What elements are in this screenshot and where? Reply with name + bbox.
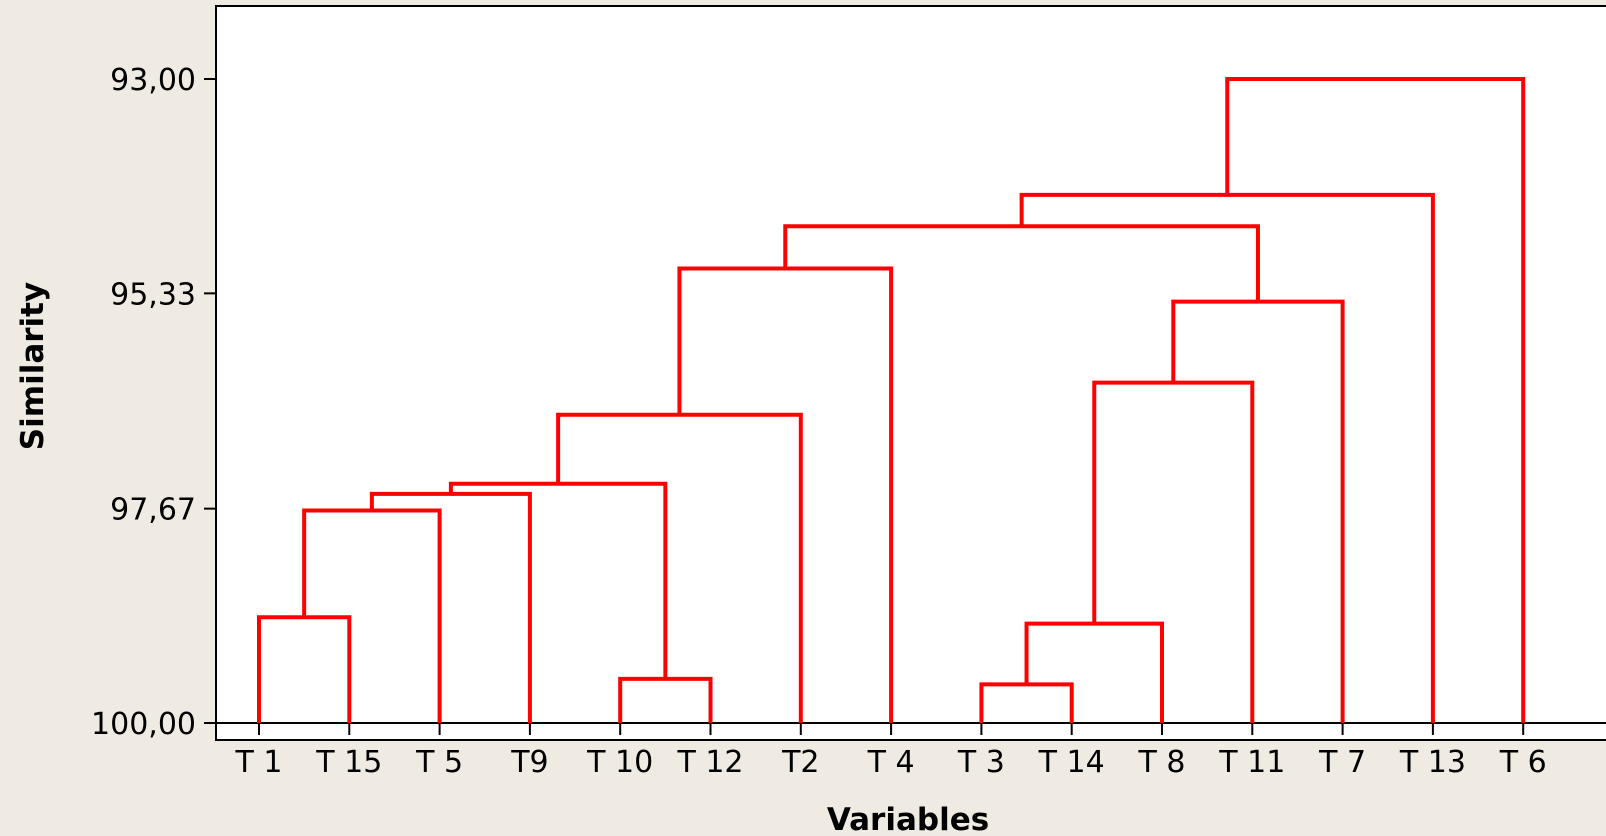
leaf-label: T 8	[1138, 745, 1186, 780]
y-tick-label: 95,33	[110, 277, 196, 312]
dendrogram-links	[257, 77, 1526, 723]
leaf-label: T 10	[586, 745, 653, 780]
dendrogram-link	[1225, 77, 1526, 723]
x-axis: T 1 T 15 T 5 T9 T 10 T 12 T2 T 4 T 3 T 14 T 8 T 11 T…	[216, 722, 1606, 780]
leaf-label: T 6	[1499, 745, 1547, 780]
leaf-label: T 1	[235, 745, 283, 780]
y-axis: 93,00 95,33 97,67 100,00	[91, 6, 217, 742]
x-axis-title: Variables	[827, 802, 989, 836]
leaf-label: T 7	[1318, 745, 1366, 780]
y-tick-label: 100,00	[91, 707, 196, 742]
leaf-label: T 13	[1399, 745, 1466, 780]
y-tick-label: 97,67	[110, 493, 196, 528]
leaf-label: T 15	[315, 745, 382, 780]
leaf-label: T 5	[415, 745, 463, 780]
plot-area	[215, 5, 1606, 741]
y-tick-label: 93,00	[110, 63, 196, 98]
leaf-label: T 4	[867, 745, 915, 780]
leaf-label: T 11	[1218, 745, 1285, 780]
leaf-label: T9	[510, 745, 548, 780]
leaf-label: T 3	[957, 745, 1005, 780]
leaf-label: T 14	[1038, 745, 1105, 780]
leaf-label: T 12	[676, 745, 743, 780]
leaf-label: T2	[781, 745, 819, 780]
y-axis-title: Similarity	[15, 282, 51, 450]
